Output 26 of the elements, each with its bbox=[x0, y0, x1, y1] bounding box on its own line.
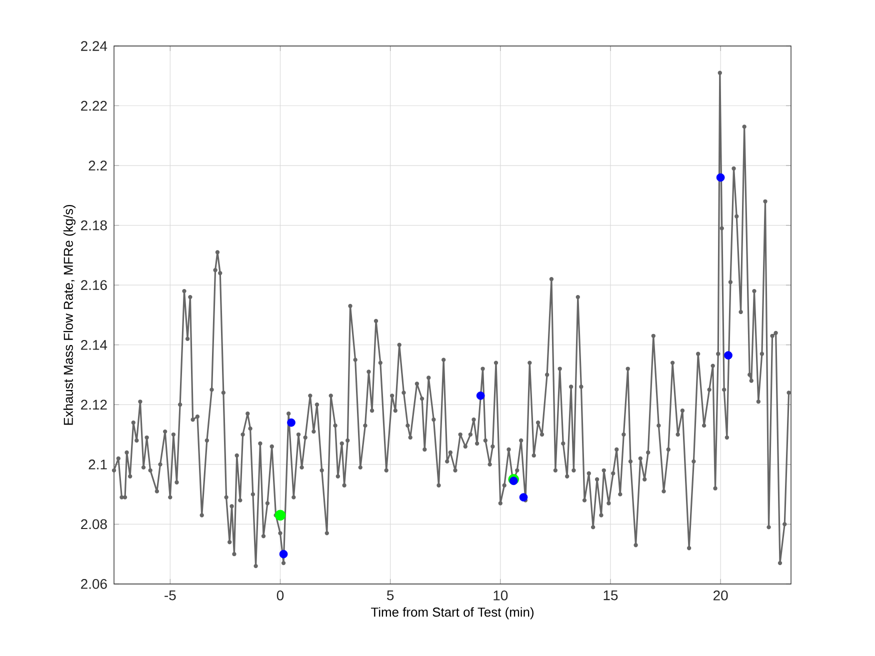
x-tick-label: 5 bbox=[387, 590, 394, 600]
point bbox=[724, 351, 732, 360]
y-tick-label: 2.08 bbox=[81, 519, 107, 530]
y-tick-label: 2.14 bbox=[81, 340, 108, 350]
x-tick-label: 0 bbox=[276, 590, 284, 600]
y-tick-label: 2.12 bbox=[81, 400, 107, 410]
y-tick-label: 2.1 bbox=[88, 460, 107, 470]
y-tick-label: 2.18 bbox=[81, 220, 107, 230]
point bbox=[274, 510, 286, 521]
point bbox=[476, 392, 485, 400]
point bbox=[519, 493, 528, 502]
x-tick-label: 15 bbox=[604, 590, 618, 600]
y-tick-label: 2.22 bbox=[81, 100, 107, 111]
y-axis-title: Exhaust Mass Flow Rate, MFRe (kg/s) bbox=[63, 204, 76, 425]
point bbox=[287, 418, 296, 427]
x-axis-title: Time from Start of Test (min) bbox=[371, 607, 534, 620]
y-tick-label: 2.16 bbox=[81, 280, 107, 290]
point bbox=[279, 550, 288, 558]
x-tick-label: 10 bbox=[494, 590, 508, 600]
x-tick-label: -5 bbox=[164, 590, 176, 600]
y-tick-label: 2.06 bbox=[81, 579, 107, 589]
point bbox=[509, 476, 518, 486]
y-tick-label: 2.24 bbox=[81, 41, 108, 51]
y-tick-label: 2.2 bbox=[88, 160, 107, 170]
x-tick-label: 20 bbox=[714, 590, 728, 600]
point bbox=[716, 173, 725, 182]
